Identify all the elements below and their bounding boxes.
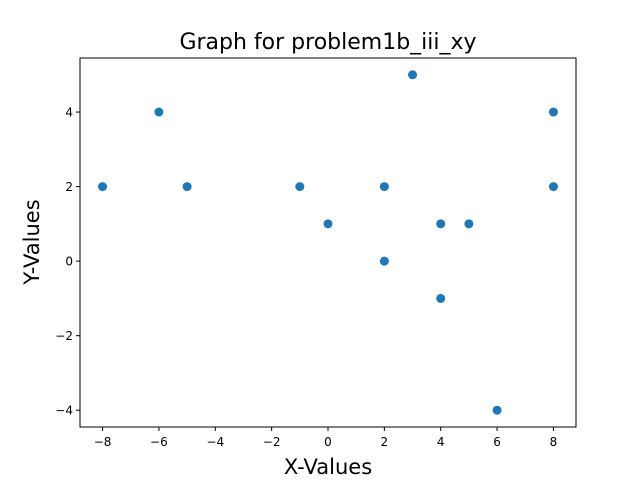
x-axis-label: X-Values [284,455,372,479]
data-point [436,293,446,303]
x-tick-label: −8 [94,435,112,449]
y-axis: −4 −2 0 2 4 [55,106,80,418]
data-point [154,107,164,117]
y-axis-label: Y-Values [20,199,44,285]
data-point [492,405,502,415]
x-axis: −8 −6 −4 −2 0 2 4 6 8 [94,427,558,449]
plot-area [79,57,577,428]
data-points [98,70,558,415]
x-tick-label: 0 [324,435,332,449]
data-point [408,70,418,80]
data-point [323,219,333,229]
x-tick-label: −4 [206,435,224,449]
x-tick-label: 6 [493,435,501,449]
y-tick-label: −2 [55,329,73,343]
data-point [379,256,389,266]
data-point [98,182,108,192]
data-point [295,182,305,192]
y-tick-label: 0 [65,255,73,269]
chart-title: Graph for problem1b_iii_xy [179,30,476,55]
data-point [436,219,446,229]
x-tick-label: −6 [150,435,168,449]
data-point [548,107,558,117]
y-tick-label: 4 [65,106,73,120]
x-tick-label: 2 [381,435,389,449]
x-tick-label: 8 [550,435,558,449]
x-tick-label: 4 [437,435,445,449]
y-tick-label: 2 [65,180,73,194]
data-point [182,182,192,192]
y-tick-label: −4 [55,404,73,418]
data-point [464,219,474,229]
data-point [548,182,558,192]
data-point [379,182,389,192]
x-tick-label: −2 [263,435,281,449]
